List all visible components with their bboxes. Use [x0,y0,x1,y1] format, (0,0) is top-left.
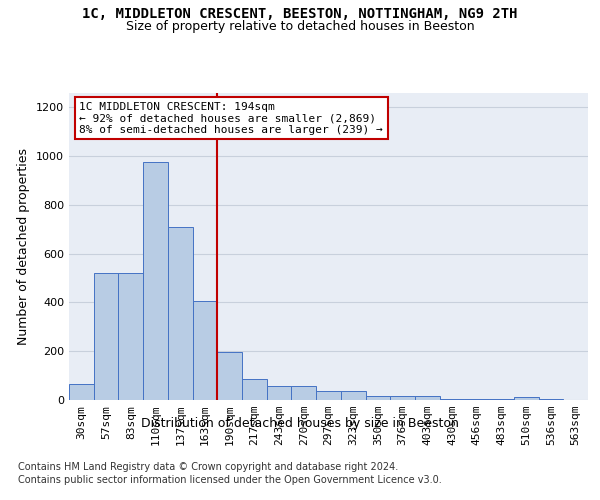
Bar [390,396,415,400]
Bar [489,399,514,400]
Bar [242,380,267,400]
Bar [341,392,365,400]
Bar [94,273,118,400]
Bar [415,396,440,400]
Y-axis label: Number of detached properties: Number of detached properties [17,148,31,345]
Text: Contains HM Land Registry data © Crown copyright and database right 2024.: Contains HM Land Registry data © Crown c… [18,462,398,472]
Bar [440,399,464,400]
Bar [193,301,217,400]
Bar [69,384,94,400]
Text: Size of property relative to detached houses in Beeston: Size of property relative to detached ho… [125,20,475,33]
Bar [316,392,341,400]
Bar [292,386,316,400]
Bar [143,162,168,400]
Text: Contains public sector information licensed under the Open Government Licence v3: Contains public sector information licen… [18,475,442,485]
Bar [539,399,563,400]
Text: Distribution of detached houses by size in Beeston: Distribution of detached houses by size … [141,418,459,430]
Text: 1C MIDDLETON CRESCENT: 194sqm
← 92% of detached houses are smaller (2,869)
8% of: 1C MIDDLETON CRESCENT: 194sqm ← 92% of d… [79,102,383,135]
Bar [365,396,390,400]
Bar [217,352,242,400]
Bar [514,397,539,400]
Bar [168,226,193,400]
Bar [267,386,292,400]
Text: 1C, MIDDLETON CRESCENT, BEESTON, NOTTINGHAM, NG9 2TH: 1C, MIDDLETON CRESCENT, BEESTON, NOTTING… [82,8,518,22]
Bar [118,273,143,400]
Bar [464,399,489,400]
